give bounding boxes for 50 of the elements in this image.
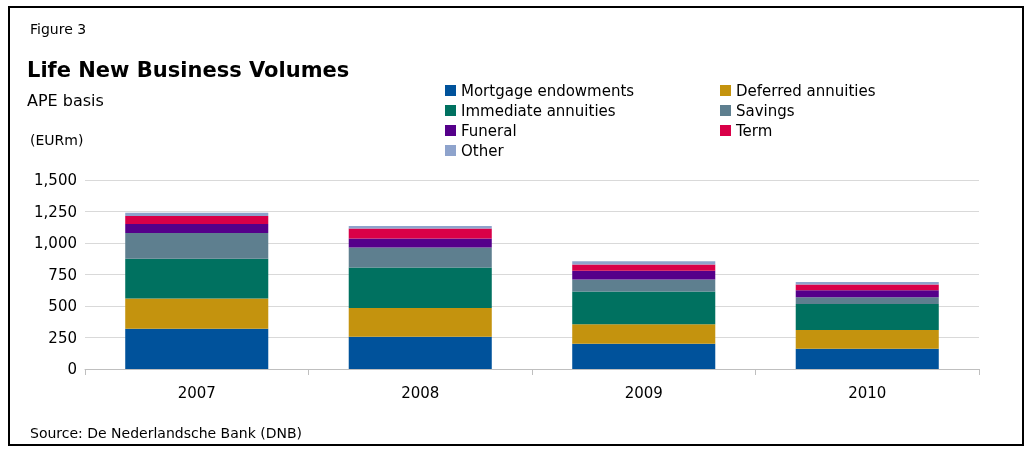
y-tick-label: 1,000	[34, 234, 77, 252]
bar	[572, 291, 716, 325]
bar	[125, 224, 269, 233]
bar	[348, 267, 492, 308]
bar	[348, 336, 492, 369]
chart-subtitle: APE basis	[27, 90, 104, 110]
y-tick-label: 1,250	[34, 202, 77, 221]
chart-title: Life New Business Volumes	[27, 57, 350, 82]
y-tick-label: 0	[67, 360, 77, 378]
bar	[795, 348, 939, 369]
legend-label: Other	[461, 141, 505, 160]
bar	[572, 324, 716, 344]
y-tick-label: 500	[48, 297, 77, 315]
bar	[348, 228, 492, 239]
bar	[795, 329, 939, 349]
x-tick-label: 2010	[848, 383, 887, 402]
y-tick-label: 250	[48, 328, 77, 347]
bar	[348, 225, 492, 229]
x-tick-label: 2009	[624, 383, 663, 402]
x-tick-label: 2007	[177, 383, 216, 402]
bar	[125, 212, 269, 216]
caption: Figure 3	[30, 21, 87, 37]
legend-label: Deferred annuities	[736, 81, 876, 100]
legend-label: Mortgage endowments	[461, 81, 635, 100]
bar	[795, 282, 939, 285]
bar	[348, 238, 492, 248]
bar	[125, 328, 269, 369]
y-tick-label: 1,500	[34, 171, 77, 189]
bar	[348, 247, 492, 268]
bar	[572, 270, 716, 280]
legend-label: Funeral	[461, 121, 517, 140]
y-axis-title: (EURm)	[30, 132, 84, 148]
bar	[125, 298, 269, 329]
bar	[572, 261, 716, 265]
legend-label: Term	[735, 121, 773, 140]
bar	[572, 264, 716, 271]
bar	[795, 290, 939, 298]
bar	[125, 215, 269, 225]
bar	[125, 258, 269, 299]
bar	[572, 343, 716, 369]
legend-label: Immediate annuities	[461, 101, 616, 120]
bar	[572, 279, 716, 292]
bar	[125, 232, 269, 259]
bar	[795, 297, 939, 305]
x-tick-label: 2008	[401, 383, 440, 402]
legend-label: Savings	[736, 101, 795, 120]
bar	[795, 304, 939, 330]
source-note: Source: De Nederlandsche Bank (DNB)	[30, 425, 302, 441]
bar	[348, 307, 492, 337]
y-tick-label: 750	[48, 265, 77, 284]
